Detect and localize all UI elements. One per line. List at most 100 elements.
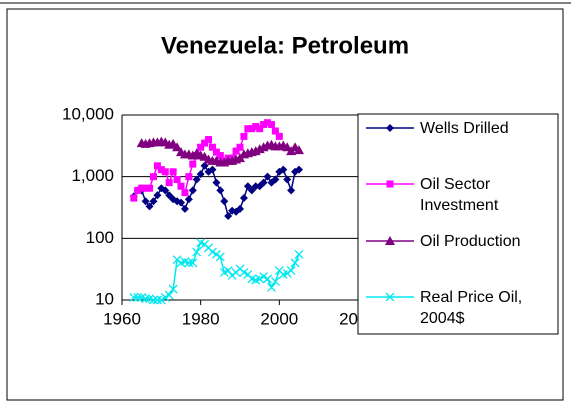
marker xyxy=(146,184,154,192)
marker xyxy=(156,295,166,305)
marker xyxy=(197,143,205,151)
marker xyxy=(260,121,268,129)
marker xyxy=(286,266,296,276)
marker xyxy=(211,249,221,259)
x-tick-label: 1980 xyxy=(182,309,220,328)
marker xyxy=(129,292,139,302)
marker xyxy=(208,247,217,257)
marker xyxy=(192,175,201,184)
marker xyxy=(236,143,244,151)
marker xyxy=(172,142,183,152)
marker xyxy=(153,162,161,170)
marker xyxy=(252,123,260,131)
marker xyxy=(208,143,216,151)
marker xyxy=(264,119,272,127)
marker xyxy=(287,186,296,195)
marker xyxy=(239,194,248,203)
marker xyxy=(188,258,198,268)
marker xyxy=(161,186,170,195)
marker xyxy=(244,125,252,133)
marker xyxy=(386,180,394,188)
marker xyxy=(184,258,194,268)
marker xyxy=(259,178,268,187)
marker xyxy=(161,168,169,176)
marker xyxy=(212,178,221,187)
marker xyxy=(134,186,142,194)
marker xyxy=(173,175,181,183)
marker xyxy=(149,173,157,181)
marker xyxy=(142,184,150,192)
marker xyxy=(196,170,205,179)
marker xyxy=(255,274,265,284)
marker xyxy=(187,150,198,160)
marker xyxy=(149,197,158,206)
marker xyxy=(275,132,283,140)
marker xyxy=(185,173,193,181)
marker xyxy=(263,274,272,284)
marker xyxy=(223,266,233,276)
marker xyxy=(290,258,300,268)
marker xyxy=(224,212,233,221)
marker xyxy=(295,165,303,174)
marker xyxy=(168,284,178,294)
marker xyxy=(153,191,162,200)
y-tick-label: 100 xyxy=(86,228,114,247)
marker xyxy=(200,161,209,170)
marker xyxy=(267,282,276,292)
marker xyxy=(271,175,280,184)
x-tick-label: 1960 xyxy=(103,309,141,328)
y-tick-label: 10,000 xyxy=(62,104,114,123)
marker xyxy=(177,198,185,207)
marker xyxy=(152,295,162,305)
marker xyxy=(181,189,189,197)
marker xyxy=(184,195,193,204)
marker xyxy=(141,197,150,206)
marker xyxy=(133,292,143,302)
marker xyxy=(189,160,197,168)
marker xyxy=(271,127,279,135)
marker xyxy=(180,204,189,213)
marker xyxy=(169,168,177,176)
marker xyxy=(240,132,248,140)
legend-label: Wells Drilled xyxy=(420,120,509,137)
marker xyxy=(294,145,304,155)
marker xyxy=(201,139,209,147)
marker xyxy=(149,295,158,305)
marker xyxy=(256,125,264,133)
marker xyxy=(177,182,185,190)
marker xyxy=(247,186,256,195)
marker xyxy=(192,247,202,257)
marker xyxy=(263,172,272,181)
legend-label: Oil Sector Investment xyxy=(420,176,499,214)
marker xyxy=(188,186,197,195)
marker xyxy=(212,148,220,156)
marker xyxy=(164,290,174,300)
marker xyxy=(157,166,165,174)
marker xyxy=(279,165,288,174)
marker xyxy=(270,276,280,286)
chart-title: Venezuela: Petroleum xyxy=(161,32,409,59)
y-tick-label: 10 xyxy=(95,289,114,308)
marker xyxy=(243,182,252,191)
marker xyxy=(259,272,269,282)
marker xyxy=(248,125,256,133)
marker xyxy=(216,186,225,195)
marker xyxy=(294,249,304,259)
marker xyxy=(141,294,151,304)
marker xyxy=(236,204,244,213)
marker xyxy=(165,179,173,187)
marker xyxy=(208,165,217,174)
marker xyxy=(216,152,224,160)
marker xyxy=(205,136,213,144)
marker xyxy=(386,124,394,132)
marker xyxy=(232,147,240,155)
marker xyxy=(385,236,395,245)
marker xyxy=(220,197,229,206)
x-tick-label: 2000 xyxy=(260,309,298,328)
marker xyxy=(130,194,138,202)
marker xyxy=(283,175,292,184)
marker xyxy=(282,268,292,278)
marker xyxy=(215,252,225,262)
